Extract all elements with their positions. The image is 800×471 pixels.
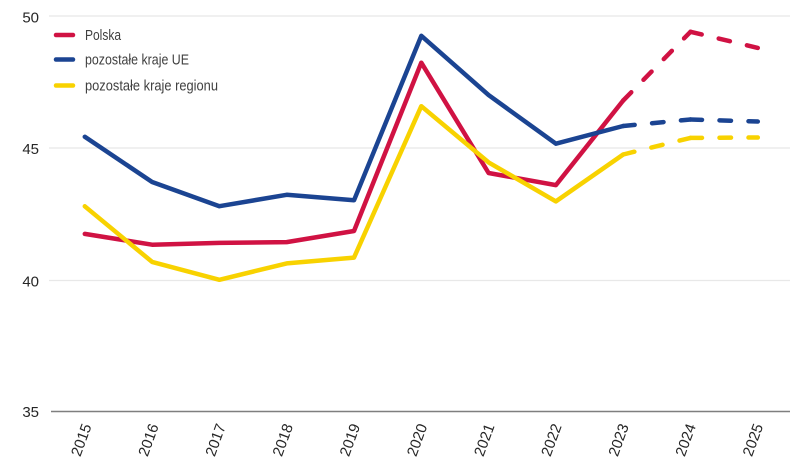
svg-text:2017: 2017 — [202, 422, 229, 459]
svg-text:2023: 2023 — [605, 422, 632, 459]
svg-text:2021: 2021 — [471, 422, 498, 459]
svg-text:pozostałe kraje regionu: pozostałe kraje regionu — [85, 78, 218, 95]
svg-text:pozostałe kraje UE: pozostałe kraje UE — [85, 52, 189, 69]
svg-text:2022: 2022 — [538, 422, 565, 459]
svg-text:50: 50 — [22, 10, 39, 27]
svg-text:35: 35 — [22, 404, 39, 421]
svg-text:2018: 2018 — [270, 422, 297, 459]
svg-text:2016: 2016 — [135, 422, 162, 459]
svg-text:2015: 2015 — [68, 422, 95, 459]
svg-text:Polska: Polska — [85, 27, 122, 44]
svg-text:2025: 2025 — [740, 422, 767, 459]
svg-text:45: 45 — [22, 141, 39, 158]
svg-text:2019: 2019 — [337, 422, 364, 459]
svg-text:2020: 2020 — [404, 422, 431, 459]
svg-text:40: 40 — [22, 273, 39, 290]
svg-text:2024: 2024 — [672, 422, 699, 459]
